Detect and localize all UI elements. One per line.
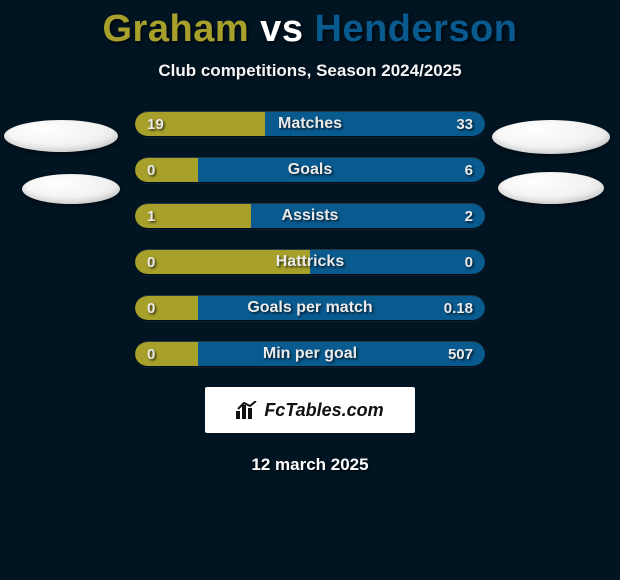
stat-label: Goals bbox=[135, 158, 485, 182]
subtitle: Club competitions, Season 2024/2025 bbox=[0, 61, 620, 81]
player-badge-left bbox=[22, 174, 120, 204]
title-player-right: Henderson bbox=[315, 8, 518, 50]
source-badge-text: FcTables.com bbox=[264, 400, 383, 421]
player-badge-right bbox=[492, 120, 610, 154]
stat-label: Hattricks bbox=[135, 250, 485, 274]
stat-row: 1933Matches bbox=[135, 111, 485, 137]
stat-label: Matches bbox=[135, 112, 485, 136]
player-badge-left bbox=[4, 120, 118, 152]
source-badge: FcTables.com bbox=[205, 387, 415, 433]
page-title: Graham vs Henderson bbox=[0, 0, 620, 51]
stat-label: Assists bbox=[135, 204, 485, 228]
title-player-left: Graham bbox=[103, 8, 250, 50]
title-vs: vs bbox=[249, 8, 314, 50]
stat-row: 00Hattricks bbox=[135, 249, 485, 275]
comparison-bars: 1933Matches 06Goals 12Assists 00Hattricks 00… bbox=[135, 111, 485, 367]
stat-row: 12Assists bbox=[135, 203, 485, 229]
stat-label: Goals per match bbox=[135, 296, 485, 320]
stat-row: 06Goals bbox=[135, 157, 485, 183]
snapshot-date: 12 march 2025 bbox=[0, 455, 620, 475]
chart-icon bbox=[236, 401, 258, 419]
stat-row: 0507Min per goal bbox=[135, 341, 485, 367]
stat-row: 00.18Goals per match bbox=[135, 295, 485, 321]
stat-label: Min per goal bbox=[135, 342, 485, 366]
player-badge-right bbox=[498, 172, 604, 204]
